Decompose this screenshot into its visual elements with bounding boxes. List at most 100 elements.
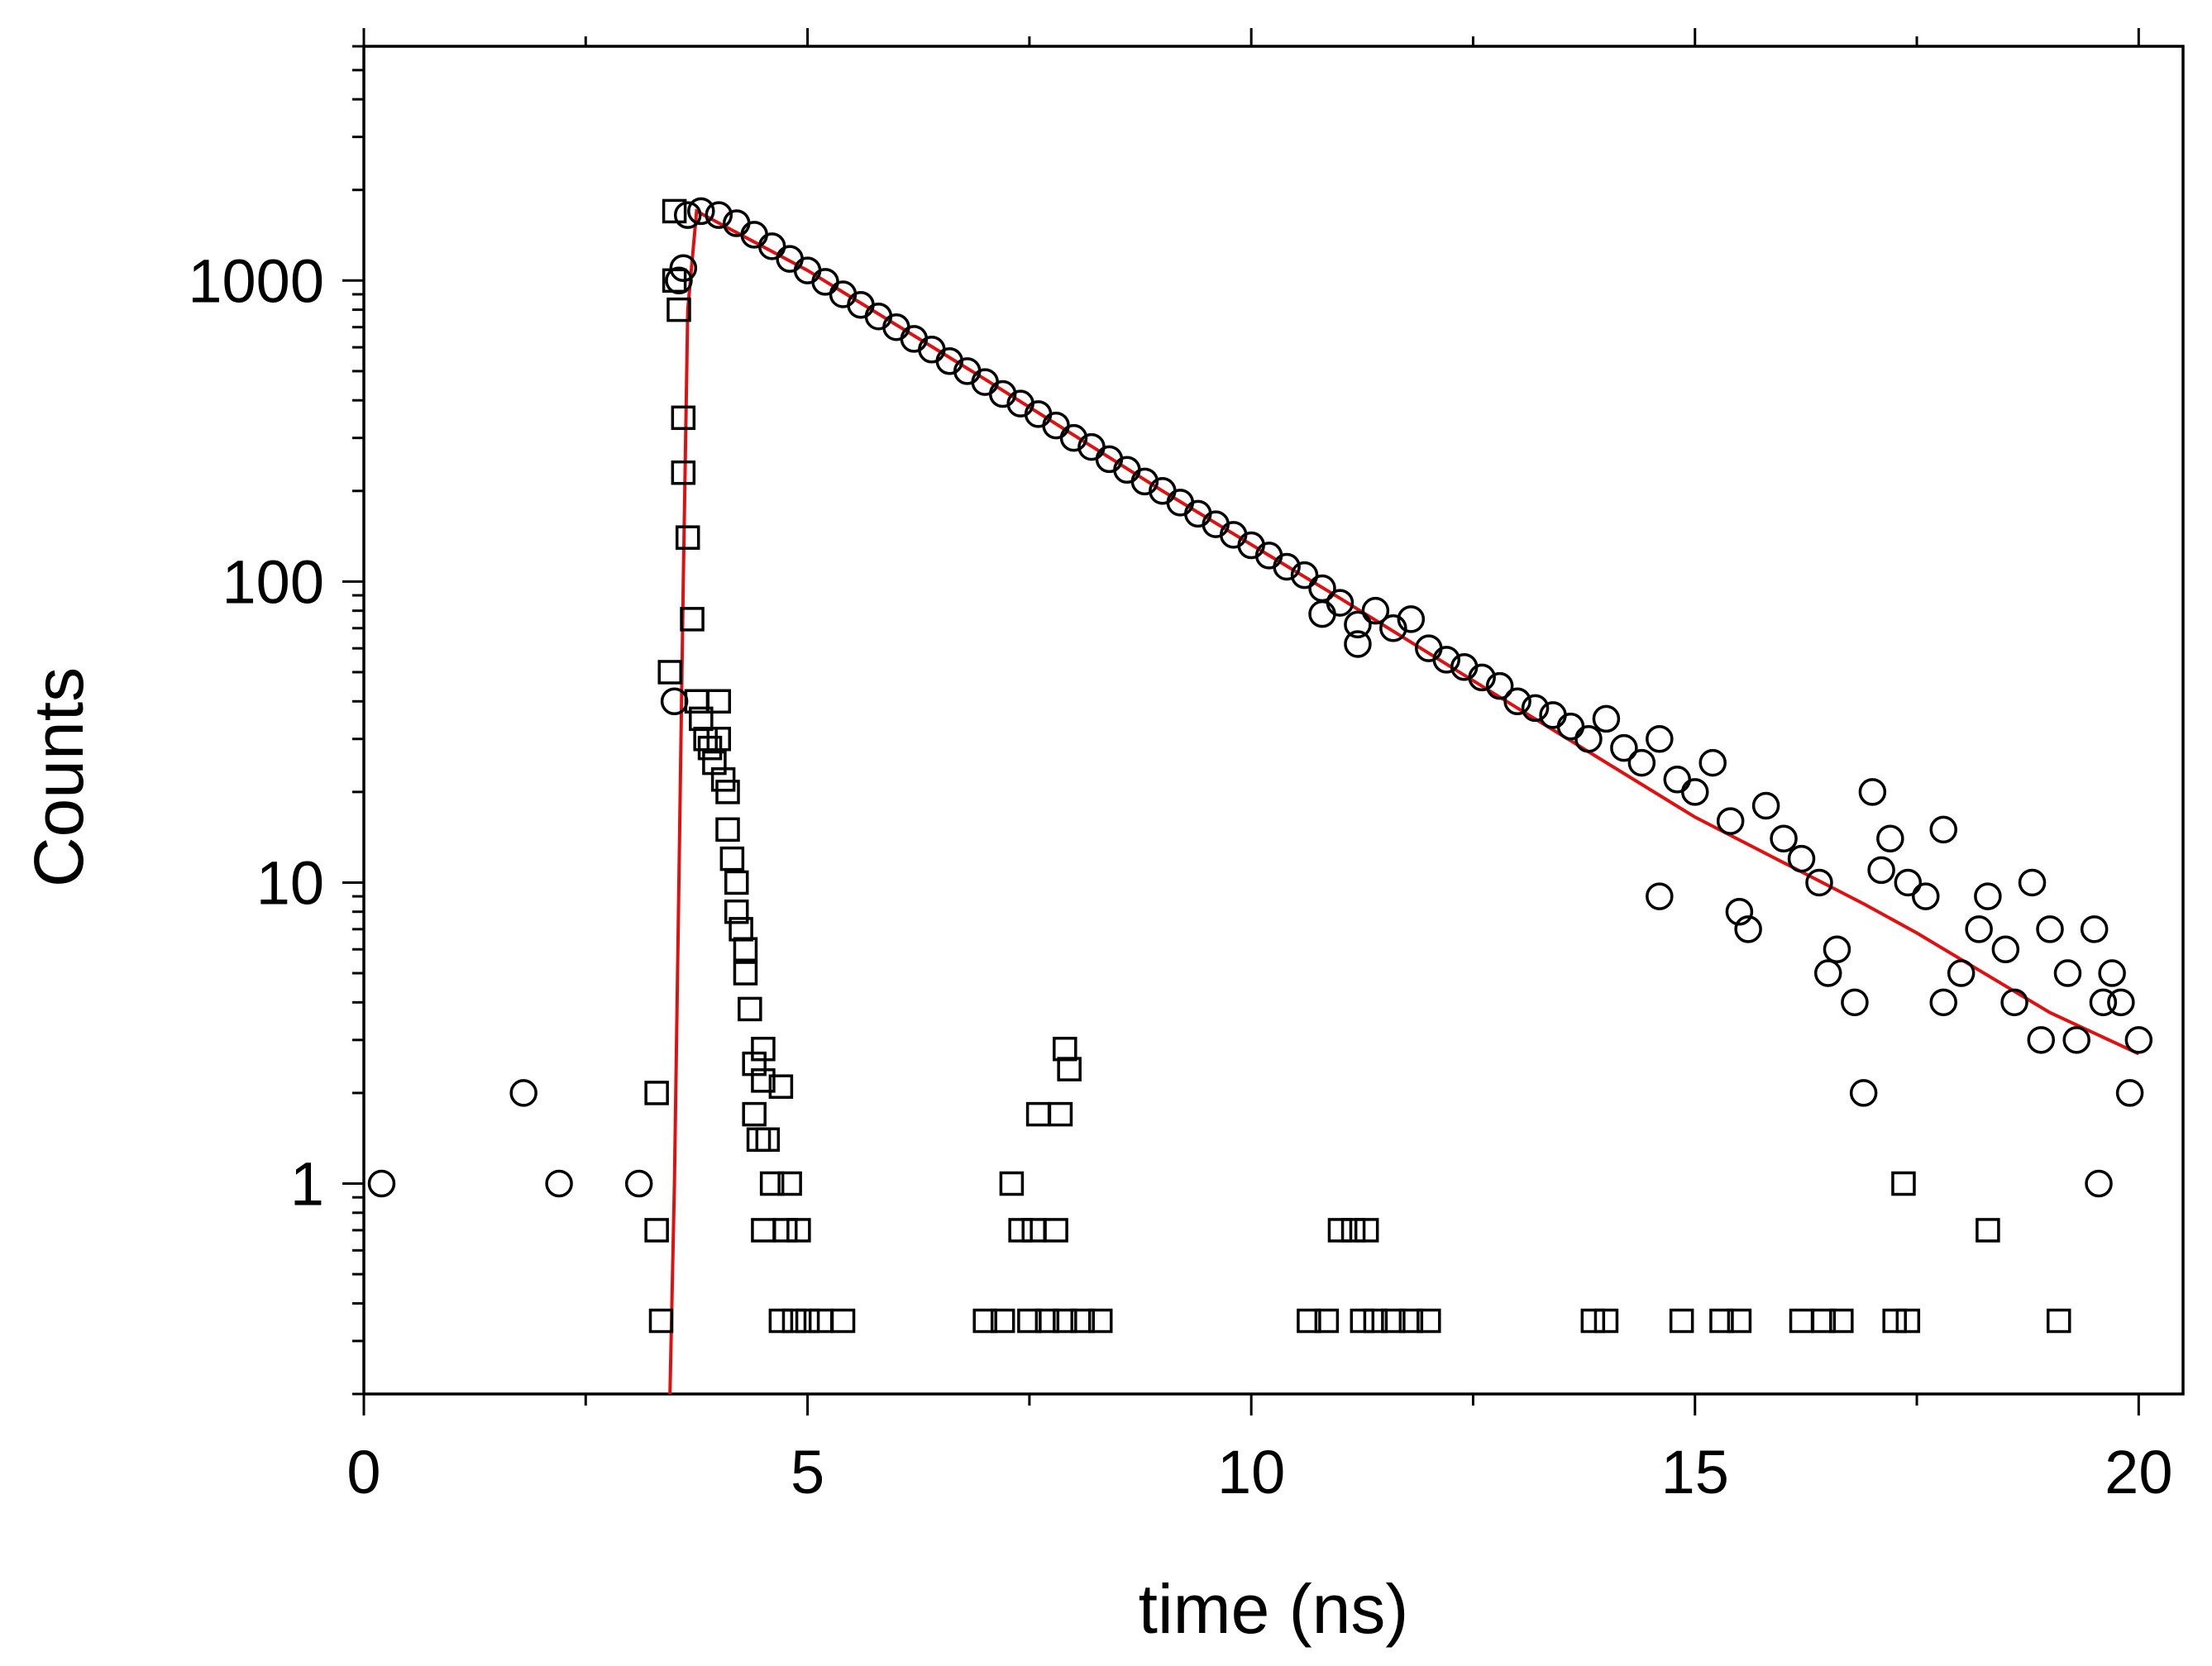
irf-point — [1882, 1308, 1907, 1334]
irf-point — [706, 726, 732, 752]
decay-point — [1574, 724, 1603, 753]
decay-point — [1503, 687, 1531, 716]
decay-point — [2107, 988, 2135, 1017]
decay-point — [1379, 614, 1407, 642]
irf-point — [746, 1127, 772, 1153]
irf-point — [1021, 1218, 1046, 1243]
irf-point — [1008, 1218, 1033, 1243]
decay-point — [1823, 935, 1851, 963]
decay-point — [367, 1169, 396, 1198]
decay-point — [509, 1079, 537, 1107]
decay-point — [776, 245, 804, 273]
decay-point — [1646, 724, 1674, 753]
irf-point — [755, 1127, 781, 1153]
irf-point — [1363, 1308, 1388, 1334]
irf-point — [719, 846, 745, 871]
decay-point — [1751, 791, 1780, 820]
decay-point — [1273, 552, 1301, 581]
irf-point — [706, 689, 732, 714]
irf-point — [1727, 1308, 1752, 1334]
decay-point — [2036, 915, 2064, 943]
irf-point — [724, 899, 749, 924]
decay-point — [669, 254, 698, 282]
decay-point — [1681, 778, 1709, 806]
irf-point — [1417, 1308, 1441, 1334]
decay-point — [1929, 988, 1957, 1017]
decay-point — [1965, 915, 1993, 943]
x-axis-title: time (ns) — [1139, 1570, 1409, 1648]
decay-point — [2124, 1026, 2153, 1054]
x-tick-label: 20 — [2105, 1438, 2172, 1506]
irf-point — [733, 961, 758, 986]
irf-point — [1580, 1308, 1606, 1334]
irf-point — [1048, 1101, 1073, 1127]
y-tick-label: 100 — [222, 547, 324, 616]
decay-point — [1991, 935, 2020, 963]
decay-point — [1787, 844, 1816, 873]
irf-point — [990, 1308, 1015, 1334]
decay-point — [1947, 959, 1976, 987]
irf-point — [830, 1308, 856, 1334]
irf-point — [671, 460, 696, 485]
decay-point — [1308, 599, 1336, 628]
decay-point — [1397, 605, 1426, 633]
decay-point — [1974, 882, 2002, 910]
decay-point — [1521, 694, 1550, 723]
decay-point — [545, 1169, 573, 1198]
decay-point — [2062, 1026, 2090, 1054]
decay-point — [2018, 868, 2047, 897]
irf-point — [1087, 1308, 1113, 1334]
decay-point — [1344, 630, 1372, 658]
y-axis-ticks: 1 10 100 1000 — [188, 45, 364, 1396]
decay-point — [1805, 868, 1833, 897]
decay-point — [1130, 467, 1159, 496]
decay-point — [2089, 988, 2118, 1017]
irf-point — [1381, 1308, 1406, 1334]
decay-point — [1734, 915, 1762, 943]
decay-point — [918, 335, 946, 364]
irf-point — [715, 780, 740, 804]
decay-point — [1912, 882, 1940, 910]
irf-point — [738, 996, 762, 1022]
decay-point — [2080, 915, 2109, 943]
irf-point — [697, 735, 723, 761]
irf-point — [999, 1171, 1025, 1196]
decay-point — [882, 313, 910, 341]
decay-point — [1646, 882, 1674, 910]
irf-point — [657, 660, 682, 685]
irf-point — [751, 1068, 776, 1093]
irf-point — [808, 1308, 834, 1334]
decay-point — [971, 368, 999, 396]
decay-point — [665, 266, 693, 295]
y-tick-label: 1 — [290, 1150, 324, 1219]
irf-point — [759, 1171, 785, 1196]
y-tick-label: 1000 — [188, 246, 324, 315]
decay-point — [687, 197, 715, 226]
decay-point — [2085, 1169, 2113, 1198]
decay-point — [1627, 748, 1656, 777]
x-tick-label: 5 — [791, 1438, 824, 1506]
decay-point — [1770, 824, 1798, 852]
decay-point — [2098, 959, 2126, 987]
irf-point — [1070, 1308, 1096, 1334]
decay-point — [1716, 807, 1745, 835]
irf-point — [773, 1218, 798, 1243]
decay-point — [864, 302, 893, 331]
decay-point — [1876, 824, 1904, 852]
irf-point — [1057, 1057, 1082, 1081]
decay-point — [1556, 712, 1585, 741]
irf-point — [768, 1308, 794, 1334]
irf-point — [1350, 1308, 1375, 1334]
decay-points-layer — [367, 197, 2153, 1198]
decay-point — [1468, 663, 1496, 692]
x-tick-label: 10 — [1217, 1438, 1285, 1506]
irf-point — [972, 1308, 997, 1334]
irf-point — [1895, 1308, 1921, 1334]
decay-point — [2000, 988, 2028, 1017]
irf-point — [1053, 1036, 1077, 1062]
decay-point — [705, 201, 733, 229]
x-axis-ticks: 0 5 10 15 20 — [346, 28, 2172, 1506]
decay-point — [2053, 959, 2082, 987]
irf-point — [1025, 1101, 1051, 1127]
